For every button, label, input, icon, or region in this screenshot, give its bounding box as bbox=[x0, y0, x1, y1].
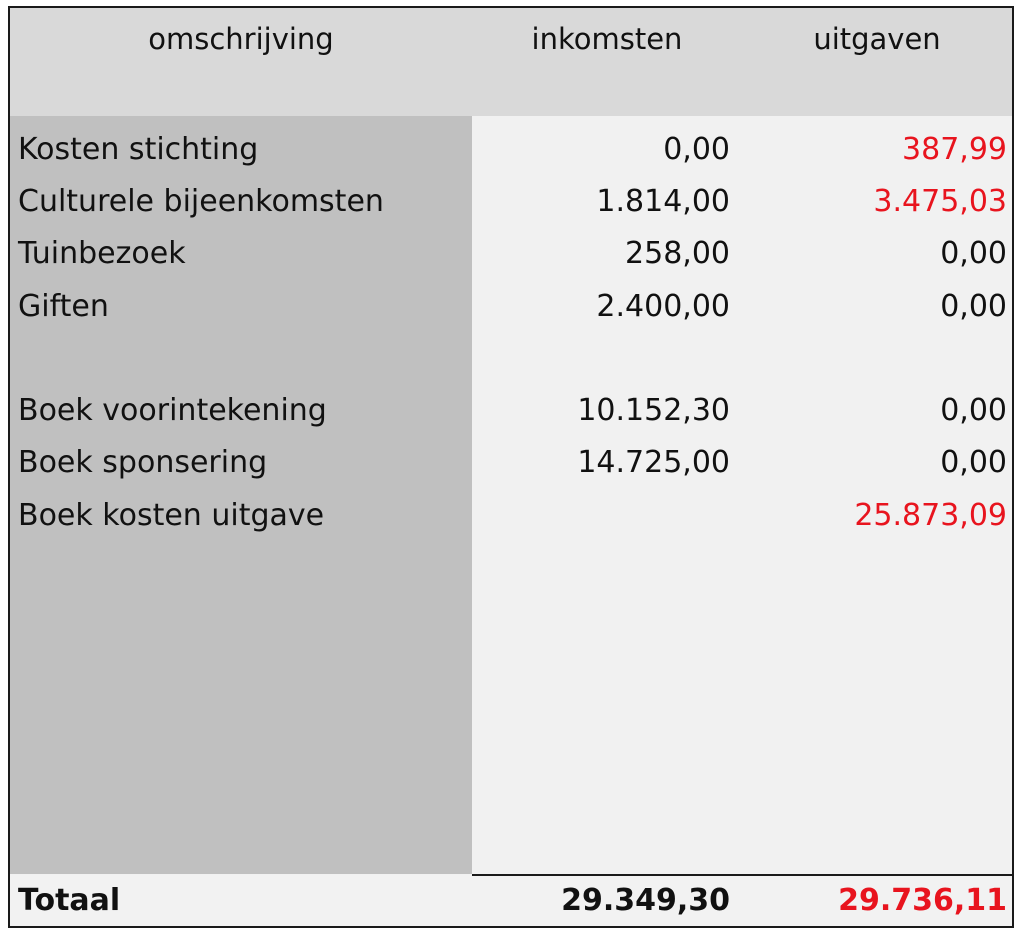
total-income: 29.349,30 bbox=[561, 883, 730, 918]
header-description: omschrijving bbox=[148, 22, 334, 56]
row-expenses: 0,00 bbox=[940, 393, 1007, 428]
table-row: Boek voorintekening 10.152,30 0,00 bbox=[10, 385, 1012, 437]
table-row: Giften 2.400,00 0,00 bbox=[10, 281, 1012, 333]
row-income: 0,00 bbox=[663, 132, 730, 167]
total-divider bbox=[472, 874, 1012, 876]
row-income: 14.725,00 bbox=[577, 445, 730, 480]
header-income: inkomsten bbox=[531, 22, 683, 56]
table-row: Kosten stichting 0,00 387,99 bbox=[10, 124, 1012, 176]
row-description: Tuinbezoek bbox=[18, 236, 186, 271]
table-row: Culturele bijeenkomsten 1.814,00 3.475,0… bbox=[10, 176, 1012, 228]
row-description: Kosten stichting bbox=[18, 132, 259, 167]
table-row: Boek kosten uitgave 25.873,09 bbox=[10, 490, 1012, 542]
row-expenses: 387,99 bbox=[902, 132, 1007, 167]
row-expenses: 25.873,09 bbox=[854, 498, 1007, 533]
total-row: Totaal 29.349,30 29.736,11 bbox=[10, 875, 1012, 926]
row-expenses: 3.475,03 bbox=[873, 184, 1007, 219]
row-description: Boek sponsering bbox=[18, 445, 268, 480]
description-column-background bbox=[10, 116, 472, 874]
row-expenses: 0,00 bbox=[940, 289, 1007, 324]
table-row: Tuinbezoek 258,00 0,00 bbox=[10, 228, 1012, 280]
row-expenses: 0,00 bbox=[940, 236, 1007, 271]
header-expenses: uitgaven bbox=[813, 22, 941, 56]
row-income: 10.152,30 bbox=[577, 393, 730, 428]
row-description: Giften bbox=[18, 289, 109, 324]
table-header: omschrijving inkomsten uitgaven bbox=[10, 8, 1012, 116]
row-description: Boek voorintekening bbox=[18, 393, 327, 428]
row-income: 1.814,00 bbox=[596, 184, 730, 219]
total-label: Totaal bbox=[18, 883, 121, 918]
row-income: 258,00 bbox=[625, 236, 730, 271]
row-expenses: 0,00 bbox=[940, 445, 1007, 480]
row-description: Culturele bijeenkomsten bbox=[18, 184, 384, 219]
total-row-background bbox=[10, 875, 1012, 926]
table-row: Boek sponsering 14.725,00 0,00 bbox=[10, 437, 1012, 489]
total-expenses: 29.736,11 bbox=[838, 883, 1007, 918]
row-income: 2.400,00 bbox=[596, 289, 730, 324]
finance-table: omschrijving inkomsten uitgaven Kosten s… bbox=[8, 6, 1014, 928]
row-description: Boek kosten uitgave bbox=[18, 498, 325, 533]
